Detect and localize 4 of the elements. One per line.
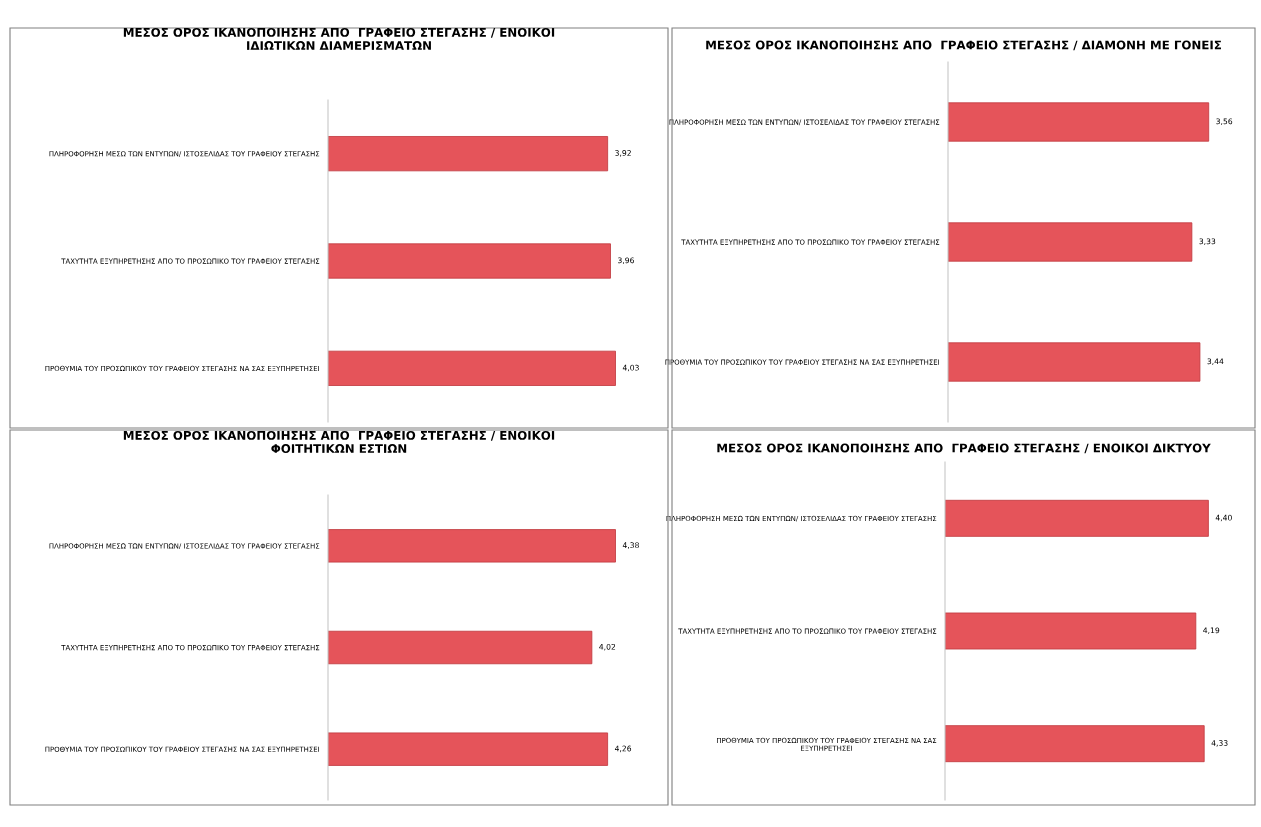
chart-title: ΜΕΣΟΣ ΟΡΟΣ ΙΚΑΝΟΠΟΙΗΣΗΣ ΑΠΟ ΓΡΑΦΕΙΟ ΣΤΕΓΑΣΗΣ / ΕΝΟΙΚΟΙ ΦΟΙΤΗΤΙΚΩΝ ΕΣΤΙΩΝ <box>123 430 555 454</box>
chart-title: ΜΕΣΟΣ ΟΡΟΣ ΙΚΑΝΟΠΟΙΗΣΗΣ ΑΠΟ ΓΡΑΦΕΙΟ ΣΤΕΓΑΣΗΣ / ΕΝΟΙΚΟΙ ΙΔΙΩΤΙΚΩΝ ΔΙΑΜΕΡΙΣΜΑΤΩΝ <box>123 27 555 50</box>
chart-title: ΜΕΣΟΣ ΟΡΟΣ ΙΚΑΝΟΠΟΙΗΣΗΣ ΑΠΟ ΓΡΑΦΕΙΟ ΣΤΕΓΑΣΗΣ / ΕΝΟΙΚΟΙ ΔΙΚΤΥΟΥ <box>717 443 1211 454</box>
chart-title: ΜΕΣΟΣ ΟΡΟΣ ΙΚΑΝΟΠΟΙΗΣΗΣ ΑΠΟ ΓΡΑΦΕΙΟ ΣΤΕΓΑΣΗΣ / ΔΙΑΜΟΝΗ ΜΕ ΓΟΝΕΙΣ <box>706 40 1221 51</box>
